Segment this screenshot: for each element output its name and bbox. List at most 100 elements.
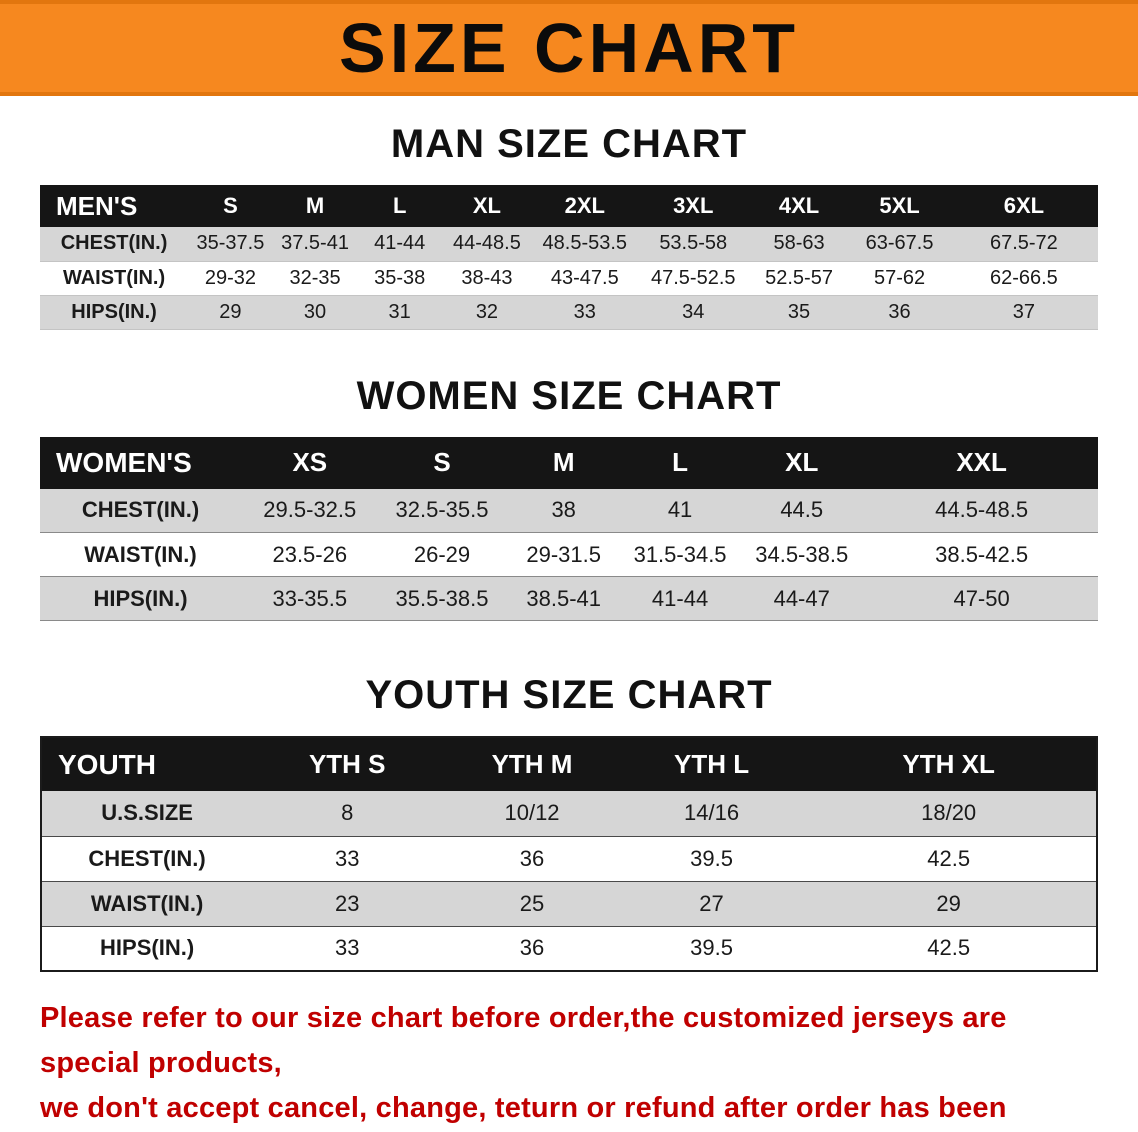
youth-size-table: YOUTH YTH S YTH M YTH L YTH XL U.S.SIZE 8 10/12… [40,736,1098,972]
size-value-cell: 38.5-41 [526,585,601,611]
size-value-cell: 33 [334,935,360,961]
men-header-row: MEN'S S M L XL 2XL 3XL 4XL 5XL 6XL [40,185,1098,227]
women-size-column-header: XS [241,436,379,489]
size-value-cell: 32-35 [289,266,341,289]
men-size-column-header: S [188,185,273,227]
men-size-column-header: 5XL [849,185,950,227]
banner-title: SIZE CHART [339,9,799,87]
size-value-cell: 36 [888,300,911,323]
youth-size-column-header: YTH XL [801,737,1097,791]
size-value-cell: 53.5-58 [659,232,728,255]
size-value-cell: 29-32 [204,266,256,289]
size-value-cell: 31.5-34.5 [633,541,727,567]
men-table-title: MEN'S [40,185,189,227]
size-value-cell: 18/20 [921,800,977,826]
women-row-hipsin: HIPS(IN.) 33-35.5 35.5-38.5 38.5-41 41-44 44-… [40,576,1098,621]
men-size-column-header: XL [441,185,532,227]
size-value-cell: 33 [573,300,596,323]
row-label: U.S.SIZE [101,800,193,826]
women-row-waistin: WAIST(IN.) 23.5-26 26-29 29-31.5 31.5-34.5 34… [40,533,1098,577]
size-value-cell: 35 [787,300,811,323]
size-value-cell: 44-48.5 [453,232,521,255]
size-value-cell: 41 [667,497,693,523]
size-value-cell: 35-38 [374,266,426,289]
size-value-cell: 23 [334,890,360,916]
men-size-column-header: M [272,185,358,227]
man-chart-heading: MAN SIZE CHART [390,122,748,166]
men-size-column-header: 4XL [748,185,850,227]
row-label: HIPS(IN.) [71,300,157,323]
size-value-cell: 43-47.5 [550,266,619,289]
women-row-chestin: CHEST(IN.) 29.5-32.5 32.5-35.5 38 41 44.5 44.5… [40,488,1098,533]
size-value-cell: 37 [1012,300,1036,323]
women-size-column-header: XXL [865,436,1098,489]
size-value-cell: 36 [519,935,545,961]
youth-row-chestin: CHEST(IN.) 33 36 39.5 42.5 [41,836,1097,881]
size-value-cell: 14/16 [684,800,740,826]
youth-header-row: YOUTH YTH S YTH M YTH L YTH XL [41,737,1097,791]
women-size-column-header: M [505,436,622,489]
size-value-cell: 10/12 [504,800,560,826]
size-value-cell: 44.5 [780,497,824,523]
size-value-cell: 29-31.5 [526,541,601,567]
size-value-cell: 47.5-52.5 [650,266,736,289]
size-value-cell: 47-50 [953,585,1010,611]
size-value-cell: 41-44 [651,585,709,611]
row-label: CHEST(IN.) [81,497,200,523]
size-value-cell: 29.5-32.5 [263,497,357,523]
size-value-cell: 33-35.5 [272,585,348,611]
row-label: CHEST(IN.) [60,232,168,255]
size-value-cell: 30 [303,300,327,323]
size-value-cell: 38-43 [461,266,513,289]
size-value-cell: 32 [475,300,499,323]
disclaimer-line-2: we don't accept cancel, change, teturn o… [40,1091,1007,1124]
size-value-cell: 29 [219,300,242,323]
row-label: CHEST(IN.) [88,845,206,871]
youth-row-waistin: WAIST(IN.) 23 25 27 29 [41,881,1097,926]
size-value-cell: 39.5 [690,845,733,871]
size-value-cell: 52.5-57 [765,266,833,289]
size-value-cell: 39.5 [690,935,733,961]
men-row-waistin: WAIST(IN.) 29-32 32-35 35-38 38-43 43-47.5 47.… [40,261,1098,295]
size-value-cell: 44.5-48.5 [935,497,1029,523]
size-value-cell: 37.5-41 [281,232,349,255]
row-label: HIPS(IN.) [100,935,195,961]
man-size-chart-section: MAN SIZE CHART MEN'S S M L XL 2XL 3XL 4XL 5XL 6XL… [0,122,1138,330]
row-label: WAIST(IN.) [62,266,166,289]
women-size-chart-section: WOMEN SIZE CHART WOMEN'S XS S M L XL XXL CHEST(… [0,374,1138,622]
women-size-column-header: XL [738,436,866,489]
women-header-row: WOMEN'S XS S M L XL XXL [40,436,1098,489]
size-value-cell: 36 [519,845,545,871]
size-value-cell: 29 [936,890,961,916]
size-value-cell: 26-29 [413,541,471,567]
men-row-hipsin: HIPS(IN.) 29 30 31 32 33 34 35 36 37 [40,295,1098,329]
size-value-cell: 38.5-42.5 [935,541,1029,567]
women-size-column-header: L [621,436,739,489]
size-value-cell: 32.5-35.5 [395,497,489,523]
youth-size-column-header: YTH L [621,737,802,791]
size-value-cell: 42.5 [927,845,971,871]
youth-table-title: YOUTH [41,737,253,791]
size-value-cell: 31 [388,300,411,323]
youth-size-column-header: YTH M [442,737,622,791]
row-label: HIPS(IN.) [93,585,188,611]
women-size-table: WOMEN'S XS S M L XL XXL CHEST(IN.) 29.5-32.5 32.5… [40,436,1098,622]
size-value-cell: 57-62 [873,266,926,289]
size-value-cell: 35.5-38.5 [395,585,489,611]
size-value-cell: 44-47 [773,585,830,611]
size-value-cell: 25 [519,890,545,916]
size-value-cell: 63-67.5 [865,232,934,255]
size-value-cell: 67.5-72 [989,232,1058,255]
size-value-cell: 33 [334,845,360,871]
men-size-column-header: 3XL [637,185,749,227]
size-value-cell: 34.5-38.5 [755,541,849,567]
size-value-cell: 58-63 [773,232,825,255]
youth-size-chart-section: YOUTH SIZE CHART YOUTH YTH S YTH M YTH L YTH… [0,673,1138,972]
size-value-cell: 38 [551,497,576,523]
disclaimer-line-1: Please refer to our size chart before or… [40,1002,1007,1079]
men-size-column-header: 6XL [949,185,1098,227]
women-chart-heading: WOMEN SIZE CHART [356,373,782,418]
size-value-cell: 23.5-26 [272,541,348,567]
women-table-title: WOMEN'S [40,436,242,489]
size-value-cell: 35-37.5 [196,232,265,255]
